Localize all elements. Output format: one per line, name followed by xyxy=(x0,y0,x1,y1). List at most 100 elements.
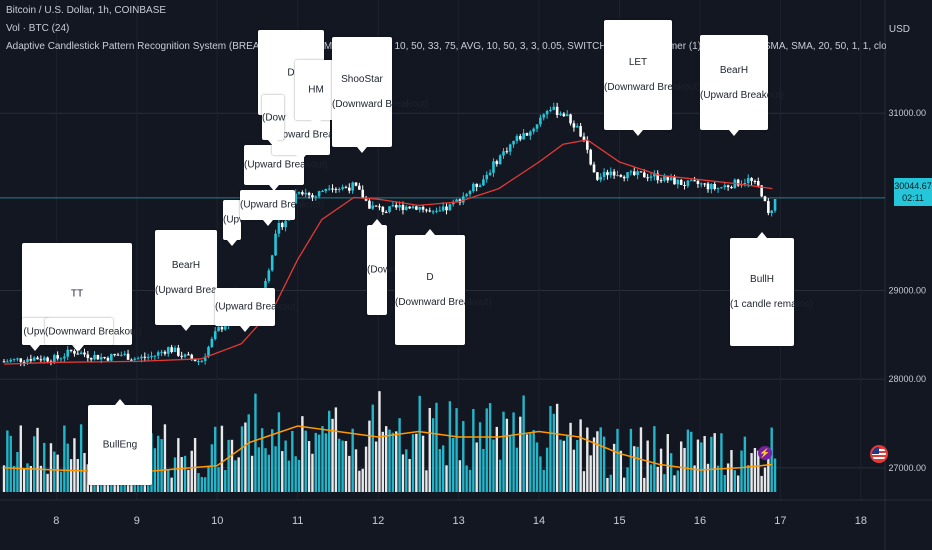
time-tick-label: 14 xyxy=(533,515,545,527)
callout-pointer xyxy=(269,185,279,191)
candle-body xyxy=(29,359,33,361)
volume-bar xyxy=(757,450,760,492)
candle-body xyxy=(200,360,204,362)
volume-bar xyxy=(579,419,582,492)
pattern-callout: BearH (Upward Breakout) xyxy=(700,35,784,136)
volume-bar xyxy=(643,477,646,492)
candle-body xyxy=(301,192,304,195)
volume-bar xyxy=(686,429,690,492)
callout-pointer xyxy=(262,220,273,226)
candle-body xyxy=(388,206,391,212)
candle-body xyxy=(498,155,502,165)
volume-bar xyxy=(542,469,545,492)
volume-bar xyxy=(418,395,421,492)
candle-body xyxy=(344,187,348,189)
volume-bar xyxy=(616,428,619,492)
candle-body xyxy=(270,255,274,271)
candle-body xyxy=(220,326,224,330)
candle-body xyxy=(337,189,341,191)
volume-bar xyxy=(378,391,381,492)
volume-bar xyxy=(338,438,341,492)
candle-body xyxy=(140,356,143,359)
candle-body xyxy=(569,114,572,124)
candle-body xyxy=(180,355,183,357)
candle-body xyxy=(126,353,130,360)
volume-bar xyxy=(59,471,63,492)
volume-bar xyxy=(445,465,448,492)
volume-bar xyxy=(244,422,247,492)
candle-body xyxy=(32,357,36,361)
candle-body xyxy=(384,211,388,213)
candle-body xyxy=(210,338,214,347)
candle-body xyxy=(277,223,281,234)
volume-bar xyxy=(589,455,592,492)
volume-bar xyxy=(334,407,338,492)
candle-body xyxy=(485,174,489,180)
volume-bar xyxy=(753,448,757,492)
volume-bar xyxy=(673,475,676,492)
candle-body xyxy=(676,179,680,185)
callout-text: (Upward Breakout) xyxy=(272,129,356,141)
volume-bar xyxy=(177,438,180,492)
candle-body xyxy=(46,357,49,362)
candle-body xyxy=(445,206,448,211)
volume-bar xyxy=(187,469,190,492)
volume-bar xyxy=(12,465,16,492)
candle-body xyxy=(314,196,318,198)
candle-body xyxy=(160,351,163,353)
volume-bar xyxy=(559,439,562,492)
volume-bar xyxy=(502,411,505,492)
candle-body xyxy=(616,174,619,176)
volume-bar xyxy=(73,438,76,492)
candle-body xyxy=(163,351,167,354)
volume-bar xyxy=(374,441,378,492)
candle-body xyxy=(9,359,13,362)
candle-body xyxy=(730,187,733,189)
candle-body xyxy=(42,357,46,361)
lightning-icon[interactable]: ⚡ xyxy=(758,446,772,460)
candle-body xyxy=(153,355,157,357)
candle-body xyxy=(368,200,371,209)
candle-body xyxy=(267,270,271,281)
candle-body xyxy=(12,358,16,360)
candle-body xyxy=(341,187,344,190)
candle-body xyxy=(602,172,606,177)
volume-bar xyxy=(39,465,43,492)
volume-bar xyxy=(448,401,452,492)
volume-bar xyxy=(730,450,733,492)
pattern-callout: (Downward Breakout) xyxy=(45,318,142,351)
candle-body xyxy=(284,220,287,228)
candle-body xyxy=(522,133,525,140)
candle-body xyxy=(770,210,773,214)
candle-body xyxy=(713,184,717,189)
volume-bar xyxy=(421,435,425,492)
candle-body xyxy=(559,113,562,116)
volume-bar xyxy=(281,451,284,492)
volume-bar xyxy=(200,477,204,492)
callout-text: BullH xyxy=(750,274,774,285)
candle-body xyxy=(6,361,9,363)
candle-body xyxy=(334,188,338,190)
volume-bar xyxy=(726,463,730,492)
volume-bar xyxy=(663,474,666,492)
candle-body xyxy=(56,355,59,359)
callout-text: (Downward Breakout) xyxy=(395,297,492,308)
volume-bar xyxy=(26,463,29,492)
candle-body xyxy=(653,173,656,177)
volume-bar xyxy=(458,460,462,492)
volume-bar xyxy=(619,450,623,492)
volume-bar xyxy=(22,468,26,492)
volume-bar xyxy=(234,460,237,492)
candle-body xyxy=(716,187,720,189)
candle-body xyxy=(592,164,596,173)
time-tick-label: 8 xyxy=(53,515,59,527)
volume-bar xyxy=(582,471,586,492)
volume-bar xyxy=(653,426,656,492)
volume-bar xyxy=(341,440,344,492)
volume-bar xyxy=(311,453,314,492)
pattern-callout: HM xyxy=(295,60,337,126)
pattern-callout: BullEng xyxy=(88,399,152,485)
callout-text: (Downward Breakout) xyxy=(332,99,429,110)
volume-bar xyxy=(257,447,260,492)
volume-bar xyxy=(549,406,552,492)
